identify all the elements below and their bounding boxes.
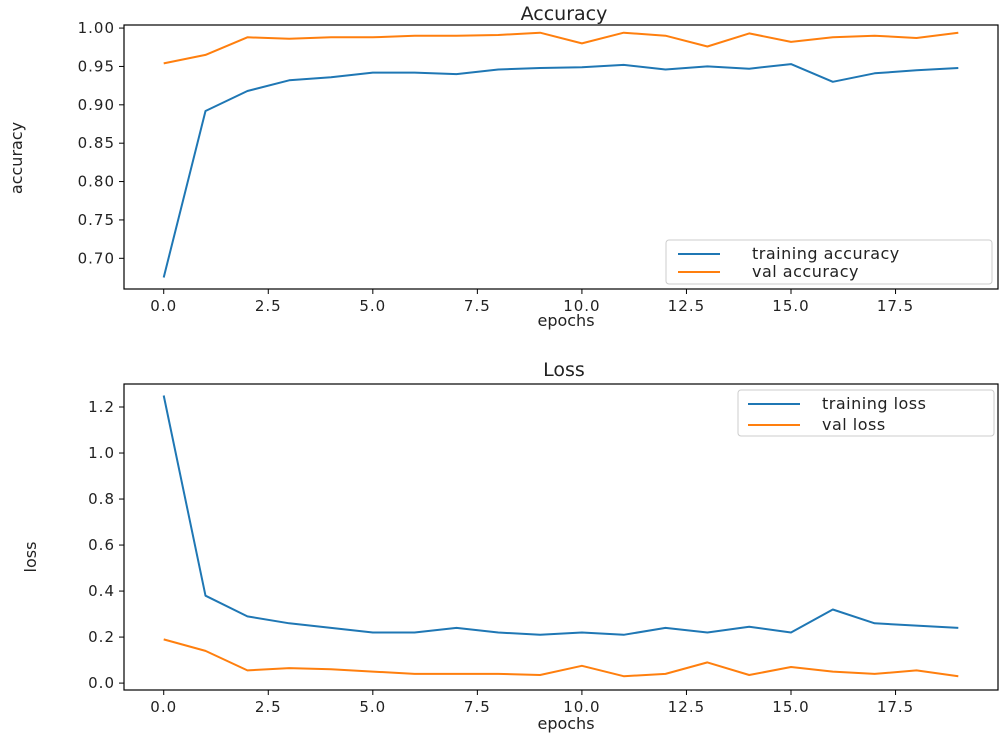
x-tick-label: 12.5 — [668, 297, 705, 315]
y-axis-label: accuracy — [7, 122, 26, 194]
x-axis-ticks: 0.0 2.5 5.0 7.5 10.0 12.5 15.0 17.5 — [150, 289, 914, 315]
x-tick-label: 2.5 — [255, 297, 282, 315]
loss-chart: Loss 0.0 2.5 5.0 7.5 10.0 12.5 15.0 17.5 0.0 0.2… — [21, 359, 999, 733]
series-line-training-loss — [162, 395, 959, 636]
x-tick-label: 17.5 — [877, 698, 914, 716]
series-line-val-accuracy — [163, 31, 959, 65]
x-tick-label: 2.5 — [255, 698, 282, 716]
y-tick-label: 1.2 — [88, 398, 115, 416]
accuracy-chart: Accuracy 0.0 2.5 5.0 7.5 10.0 12.5 15.0 17.5 0.… — [7, 3, 999, 330]
y-tick-label: 0.2 — [88, 628, 115, 646]
legend: training accuracy val accuracy — [665, 239, 993, 285]
y-tick-label: 0.90 — [78, 96, 115, 114]
x-tick-label: 15.0 — [772, 297, 809, 315]
legend-label-training-loss: training loss — [822, 394, 926, 413]
x-tick-label: 7.5 — [464, 297, 491, 315]
plot-frame — [123, 383, 999, 691]
chart-title: Loss — [543, 359, 585, 381]
x-tick-label: 7.5 — [464, 698, 491, 716]
legend-box — [665, 239, 993, 285]
series-lines — [162, 395, 959, 678]
x-axis-ticks: 0.0 2.5 5.0 7.5 10.0 12.5 15.0 17.5 — [150, 690, 914, 716]
y-tick-label: 0.80 — [78, 173, 115, 191]
y-tick-label: 0.85 — [78, 134, 115, 152]
x-axis-label: epochs — [537, 311, 594, 330]
legend-label-val-accuracy: val accuracy — [752, 262, 859, 281]
x-axis-label: epochs — [537, 714, 594, 733]
legend: training loss val loss — [737, 389, 995, 437]
series-lines — [162, 31, 959, 278]
x-tick-label: 0.0 — [150, 698, 177, 716]
x-tick-label: 17.5 — [877, 297, 914, 315]
legend-label-val-loss: val loss — [822, 415, 886, 434]
series-line-val-loss — [163, 638, 959, 678]
x-tick-label: 10.0 — [563, 297, 600, 315]
y-tick-label: 0.70 — [78, 249, 115, 267]
x-tick-label: 15.0 — [772, 698, 809, 716]
series-line-training-accuracy — [162, 63, 959, 278]
y-axis-label: loss — [21, 542, 40, 573]
y-tick-label: 1.00 — [78, 19, 115, 37]
y-axis-ticks: 0.70 0.75 0.80 0.85 0.90 0.95 1.00 — [78, 19, 124, 267]
y-tick-label: 0.6 — [88, 536, 115, 554]
y-tick-label: 0.8 — [88, 490, 115, 508]
y-tick-label: 0.75 — [78, 211, 115, 229]
x-tick-label: 5.0 — [359, 698, 386, 716]
y-tick-label: 0.0 — [88, 674, 115, 692]
x-tick-label: 10.0 — [563, 698, 600, 716]
legend-label-training-accuracy: training accuracy — [752, 244, 900, 263]
y-axis-ticks: 0.0 0.2 0.4 0.6 0.8 1.0 1.2 — [88, 398, 124, 692]
y-tick-label: 0.4 — [88, 582, 115, 600]
y-tick-label: 0.95 — [78, 57, 115, 75]
y-tick-label: 1.0 — [88, 444, 115, 462]
chart-title: Accuracy — [521, 3, 608, 25]
legend-box — [737, 389, 995, 437]
plot-frame — [123, 24, 999, 290]
x-tick-label: 12.5 — [668, 698, 705, 716]
x-tick-label: 5.0 — [359, 297, 386, 315]
x-tick-label: 0.0 — [150, 297, 177, 315]
